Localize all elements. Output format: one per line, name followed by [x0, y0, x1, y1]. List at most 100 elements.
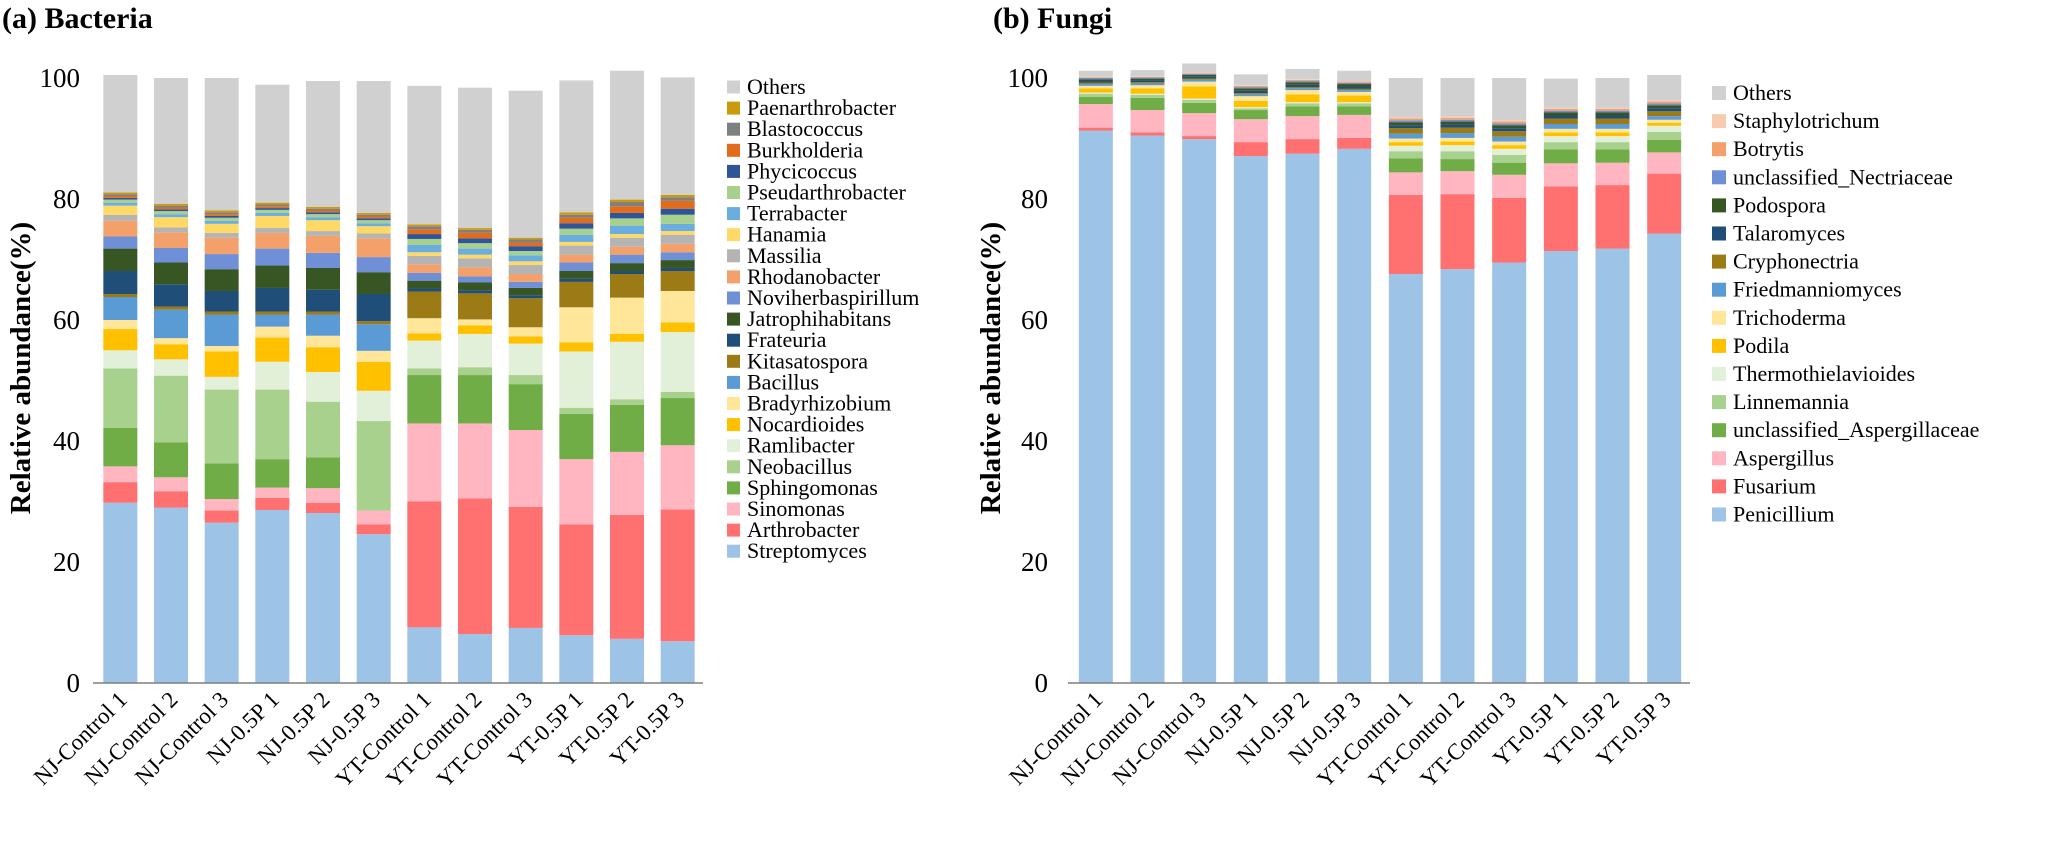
bacteria-bar-segment-blastococcus — [204, 212, 239, 215]
bacteria-bar-segment-rhodanobacter — [204, 237, 239, 255]
bacteria-bar-segment-phycicoccus — [508, 246, 543, 252]
bacteria-bar-segment-arthrobacter — [356, 524, 391, 535]
fungi-bar-segment-cryphonectria — [1078, 82, 1113, 85]
bacteria-legend-label: Jatrophihabitans — [747, 306, 891, 331]
fungi-bar-segment-linnemannia — [1182, 99, 1217, 103]
fungi-bar-stack — [1543, 78, 1578, 683]
fungi-bar-segment-unclassified-aspergillaceae — [1078, 96, 1113, 105]
bacteria-bar-segment-rhodanobacter — [610, 246, 644, 255]
fungi-bar-segment-thermothielavioides — [1543, 136, 1578, 143]
fungi-bar-segment-thermothielavioides — [1285, 102, 1320, 104]
bacteria-bar-segment-neobacillus — [204, 389, 239, 464]
fungi-bar-segment-podospora — [1440, 121, 1475, 125]
bacteria-bar-segment-bacillus — [204, 314, 239, 347]
bacteria-bar-segment-frateuria — [660, 267, 695, 271]
bacteria-bar-segment-sinomonas — [204, 499, 239, 511]
fungi-legend-swatch — [1712, 86, 1726, 100]
fungi-bar-segment-others — [1337, 70, 1372, 82]
bacteria-bar-segment-blastococcus — [458, 229, 492, 233]
bacteria-bar-segment-pseudarthrobacter — [610, 218, 644, 226]
bacteria-bar-segment-massilia — [458, 258, 492, 268]
bacteria-bar-segment-bradyrhizobium — [154, 338, 188, 345]
bacteria-bar-segment-ramlibacter — [204, 376, 239, 390]
bacteria-bar-segment-terrabacter — [660, 223, 695, 232]
bacteria-bar-segment-phycicoccus — [610, 212, 644, 219]
bacteria-bar-segment-streptomyces — [610, 638, 644, 683]
bacteria-bar-segment-paenarthrobacter — [610, 199, 644, 203]
bacteria-bar-segment-massilia — [559, 245, 594, 255]
fungi-bar-segment-penicillium — [1337, 148, 1372, 683]
bacteria-legend-swatch — [727, 439, 740, 453]
bacteria-bar-segment-nocardioides — [356, 361, 391, 391]
bacteria-bar-segment-nocardioides — [204, 351, 239, 377]
bacteria-bar-segment-sinomonas — [407, 423, 442, 502]
bacteria-panel: (a) Bacteria Relative abundance(%) 0 20 40… — [2, 2, 919, 792]
fungi-bar-segment-staphylotrichum — [1182, 72, 1217, 74]
fungi-bar-stack — [1078, 70, 1113, 683]
bacteria-bar-stack — [103, 74, 138, 683]
fungi-legend-label: Fusarium — [1733, 473, 1816, 498]
bacteria-legend-swatch — [727, 122, 740, 136]
bacteria-bar-segment-nocardioides — [660, 322, 695, 333]
fungi-bar-segment-podila — [1337, 95, 1372, 103]
bacteria-bar-segment-jatrophihabitans — [458, 282, 492, 291]
fungi-bar-segment-podila — [1595, 132, 1630, 137]
fungi-legend-swatch — [1712, 423, 1726, 438]
fungi-bar-segment-fusarium — [1337, 137, 1372, 149]
fungi-bar-segment-unclassified-nectriaceae — [1285, 81, 1320, 83]
bacteria-bar-segment-sphingomonas — [103, 427, 138, 467]
bacteria-bar-segment-streptomyces — [154, 507, 188, 683]
fungi-bar-segment-unclassified-aspergillaceae — [1440, 159, 1475, 172]
fungi-bar-segment-aspergillus — [1440, 171, 1475, 195]
bacteria-legend-swatch — [727, 249, 740, 263]
bacteria-bar-segment-paenarthrobacter — [559, 212, 594, 215]
bacteria-legend-swatch — [727, 397, 740, 410]
bacteria-y-axis-label: Relative abundance(%) — [5, 222, 37, 514]
bacteria-bar-stack — [204, 78, 239, 683]
fungi-bar-segment-thermothielavioides — [1337, 102, 1372, 104]
fungi-bar-segment-fusarium — [1543, 186, 1578, 252]
fungi-bar-segment-penicillium — [1647, 233, 1682, 684]
fungi-bar-segment-unclassified-aspergillaceae — [1388, 158, 1423, 173]
bacteria-bar-segment-massilia — [103, 214, 138, 221]
fungi-bar-segment-fusarium — [1647, 173, 1682, 234]
bacteria-panel-title: (a) Bacteria — [2, 2, 153, 35]
bacteria-bar-segment-jatrophihabitans — [508, 287, 543, 296]
bacteria-legend-swatch — [727, 164, 740, 178]
bacteria-bar-segment-noviherbaspirillum — [559, 262, 594, 271]
fungi-legend-swatch — [1712, 198, 1726, 213]
bacteria-bar-segment-bacillus — [306, 314, 340, 336]
bacteria-bar-segment-ramlibacter — [306, 372, 340, 402]
fungi-bar-segment-staphylotrichum — [1543, 107, 1578, 109]
bacteria-bar-segment-pseudarthrobacter — [255, 209, 290, 213]
fungi-bar-segment-botrytis — [1285, 79, 1320, 82]
fungi-bar-segment-penicillium — [1285, 153, 1320, 683]
bacteria-bar-segment-ramlibacter — [356, 390, 391, 422]
fungi-bar-segment-friedmanniomyces — [1285, 88, 1320, 91]
bacteria-bar-segment-arthrobacter — [458, 498, 492, 634]
fungi-bar-segment-botrytis — [1543, 108, 1578, 111]
bacteria-bar-segment-paenarthrobacter — [103, 192, 138, 195]
bacteria-bar-segment-ramlibacter — [255, 361, 290, 390]
bacteria-bar-segment-bradyrhizobium — [610, 297, 644, 334]
bacteria-bar-segment-jatrophihabitans — [356, 272, 391, 294]
fungi-legend-label: unclassified_Aspergillaceae — [1733, 417, 1979, 442]
fungi-bar-segment-aspergillus — [1492, 174, 1527, 198]
bacteria-bar-segment-bradyrhizobium — [103, 320, 138, 330]
bacteria-bar-segment-sphingomonas — [306, 457, 340, 489]
bacteria-bar-segment-noviherbaspirillum — [306, 252, 340, 268]
fungi-legend-label: unclassified_Nectriaceae — [1733, 164, 1953, 189]
fungi-bar-segment-friedmanniomyces — [1130, 83, 1165, 86]
bacteria-bar-segment-bacillus — [356, 324, 391, 351]
bacteria-bar-segment-jatrophihabitans — [660, 260, 695, 268]
fungi-panel: (b) Fungi Relative abundance(%) 0 20 40 60 8… — [975, 2, 1979, 792]
fungi-bar-segment-unclassified-aspergillaceae — [1595, 149, 1630, 163]
bacteria-bar-segment-frateuria — [407, 288, 442, 292]
bacteria-bar-segment-terrabacter — [306, 217, 340, 221]
bacteria-bar-stack — [458, 87, 492, 683]
bacteria-bar-segment-hanamia — [356, 226, 391, 234]
fungi-bar-segment-staphylotrichum — [1595, 107, 1630, 109]
fungi-bar-segment-penicillium — [1078, 130, 1113, 683]
bacteria-bar-segment-sinomonas — [660, 445, 695, 510]
